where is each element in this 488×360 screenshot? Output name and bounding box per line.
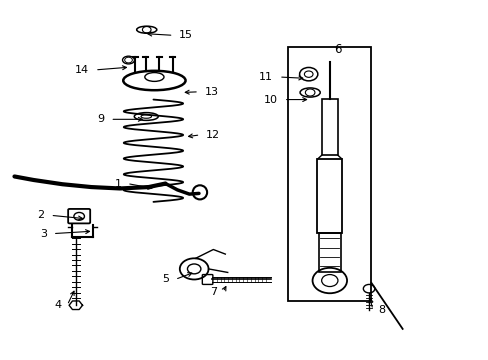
Text: 5: 5 — [162, 274, 169, 284]
Text: 8: 8 — [378, 305, 385, 315]
Bar — [318, 233, 340, 272]
Text: 6: 6 — [333, 43, 341, 56]
Text: 14: 14 — [75, 65, 89, 75]
Text: 10: 10 — [264, 95, 278, 104]
Text: 11: 11 — [259, 72, 273, 82]
Text: 15: 15 — [179, 30, 193, 40]
Text: 3: 3 — [40, 229, 47, 239]
Text: 9: 9 — [97, 114, 104, 124]
Text: 13: 13 — [204, 87, 218, 97]
Bar — [321, 99, 337, 155]
Text: 12: 12 — [206, 130, 220, 140]
Text: 7: 7 — [210, 287, 217, 297]
Text: 1: 1 — [114, 179, 121, 189]
Bar — [287, 47, 371, 301]
Bar — [317, 159, 342, 233]
Text: 4: 4 — [54, 300, 61, 310]
Text: 2: 2 — [38, 210, 44, 220]
